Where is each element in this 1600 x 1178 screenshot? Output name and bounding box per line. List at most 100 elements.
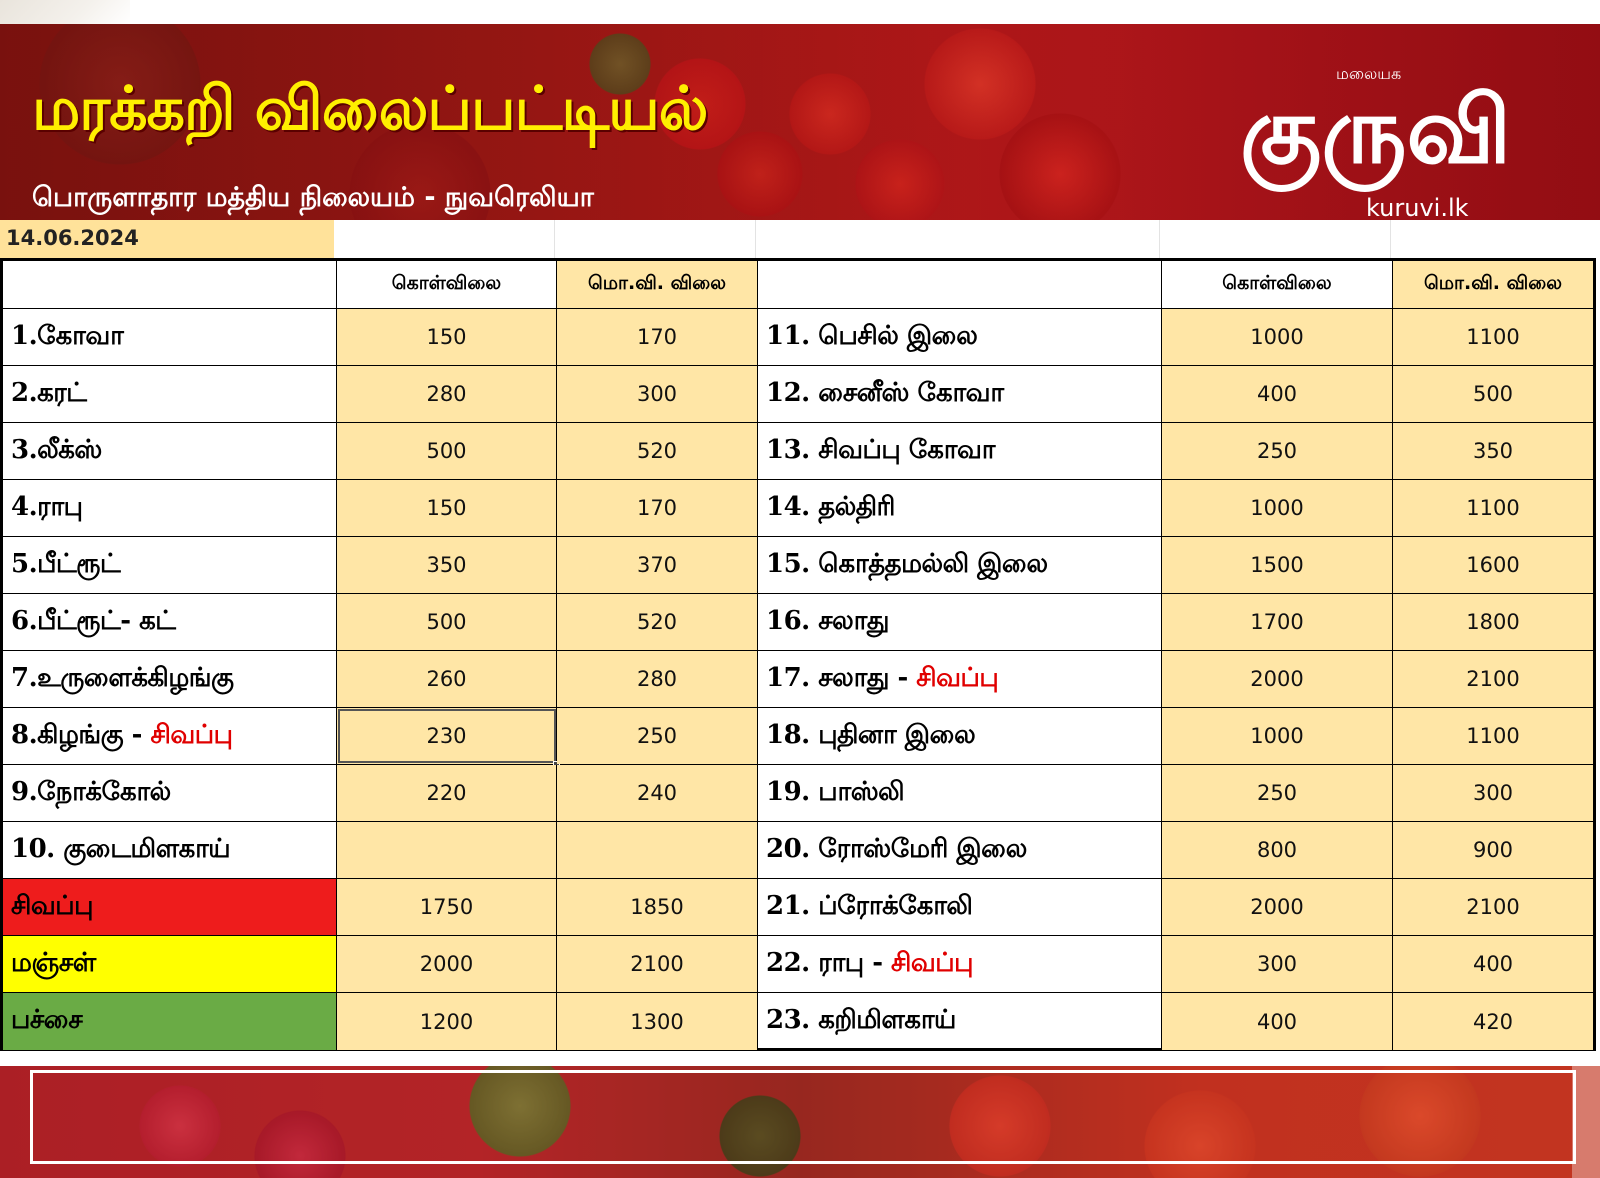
wholesale-price-cell[interactable]: 250 (1162, 423, 1393, 479)
item-name-cell[interactable]: 20. ரோஸ்மேரி இலை (758, 822, 1162, 878)
item-name-cell[interactable]: 19. பாஸ்லி (758, 765, 1162, 821)
item-name-cell[interactable]: 3.லீக்ஸ் (3, 423, 337, 479)
item-name-cell[interactable]: 14. தல்திரி (758, 480, 1162, 536)
item-name-cell[interactable]: பச்சை (3, 993, 337, 1050)
item-name-cell[interactable]: 18. புதினா இலை (758, 708, 1162, 764)
retail-price-cell[interactable]: 370 (557, 537, 758, 593)
retail-price-cell[interactable]: 420 (1393, 993, 1593, 1050)
retail-price-cell[interactable]: 1800 (1393, 594, 1593, 650)
item-name-cell[interactable]: 15. கொத்தமல்லி இலை (758, 537, 1162, 593)
item-name: 11. பெசில் இலை (758, 321, 978, 354)
item-name-cell[interactable]: 4.ராபு (3, 480, 337, 536)
item-name-cell[interactable]: 11. பெசில் இலை (758, 309, 1162, 365)
wholesale-price-cell[interactable]: 500 (337, 423, 557, 479)
header-retail-left[interactable]: மொ.வி. விலை (557, 261, 758, 308)
wholesale-price-cell[interactable]: 1000 (1162, 309, 1393, 365)
item-name-cell[interactable]: 2.கரட் (3, 366, 337, 422)
gridline (554, 220, 555, 258)
wholesale-price-cell[interactable]: 1750 (337, 879, 557, 935)
wholesale-price-cell[interactable]: 400 (1162, 366, 1393, 422)
retail-price-cell[interactable]: 2100 (557, 936, 758, 992)
item-name-text: 20. ரோஸ்மேரி இலை (766, 833, 1027, 864)
retail-price-cell[interactable]: 170 (557, 480, 758, 536)
wholesale-price-cell[interactable]: 400 (1162, 993, 1393, 1050)
retail-price-cell[interactable]: 1100 (1393, 708, 1593, 764)
retail-price-cell[interactable]: 400 (1393, 936, 1593, 992)
retail-price: 300 (1472, 781, 1514, 805)
wholesale-price-cell[interactable]: 260 (337, 651, 557, 707)
item-name-cell[interactable]: 22. ராபு - சிவப்பு (758, 936, 1162, 992)
wholesale-price-cell[interactable]: 2000 (1162, 651, 1393, 707)
retail-price-cell[interactable]: 2100 (1393, 879, 1593, 935)
item-name-text: 15. கொத்தமல்லி இலை (766, 548, 1048, 579)
item-name-cell[interactable]: 23. கறிமிளகாய் (758, 993, 1162, 1050)
retail-price-cell[interactable]: 1100 (1393, 480, 1593, 536)
item-name-cell[interactable]: 9.நோக்கோல் (3, 765, 337, 821)
header-blank-right[interactable] (758, 261, 1162, 308)
retail-price-cell[interactable] (557, 822, 758, 878)
wholesale-price-cell[interactable]: 500 (337, 594, 557, 650)
retail-price-cell[interactable]: 500 (1393, 366, 1593, 422)
wholesale-price: 400 (1256, 1009, 1298, 1034)
gridline (755, 220, 756, 258)
retail-price-cell[interactable]: 240 (557, 765, 758, 821)
item-name: 16. சலாது (758, 606, 889, 639)
item-name-cell[interactable]: 7.உருளைக்கிழங்கு (3, 651, 337, 707)
wholesale-price-cell[interactable]: 1700 (1162, 594, 1393, 650)
wholesale-price-cell[interactable]: 250 (1162, 765, 1393, 821)
item-name-cell[interactable]: 5.பீட்ரூட் (3, 537, 337, 593)
retail-price-cell[interactable]: 520 (557, 423, 758, 479)
item-name: சிவப்பு (3, 891, 93, 924)
wholesale-price-cell[interactable]: 350 (337, 537, 557, 593)
kuruvi-logo: மலையக குருவி kuruvi.lk (1240, 64, 1511, 220)
item-name-cell[interactable]: 8.கிழங்கு - சிவப்பு (3, 708, 337, 764)
retail-price-cell[interactable]: 1300 (557, 993, 758, 1050)
item-name-cell[interactable]: 6.பீட்ரூட்- கட் (3, 594, 337, 650)
retail-price-cell[interactable]: 300 (1393, 765, 1593, 821)
header-retail-right[interactable]: மொ.வி. விலை (1393, 261, 1593, 308)
item-name-cell[interactable]: 17. சலாது - சிவப்பு (758, 651, 1162, 707)
item-name-cell[interactable]: 1.கோவா (3, 309, 337, 365)
header-wholesale-left[interactable]: கொள்விலை (337, 261, 557, 308)
item-name-cell[interactable]: 10. குடைமிளகாய் (3, 822, 337, 878)
item-name-text: மஞ்சள் (11, 947, 96, 978)
retail-price-cell[interactable]: 170 (557, 309, 758, 365)
retail-price-cell[interactable]: 900 (1393, 822, 1593, 878)
wholesale-price-cell[interactable]: 150 (337, 480, 557, 536)
wholesale-price-cell[interactable]: 230 (337, 708, 560, 768)
column-header: மொ.வி. விலை (587, 272, 727, 294)
retail-price-cell[interactable]: 250 (557, 708, 758, 764)
retail-price-cell[interactable]: 520 (557, 594, 758, 650)
wholesale-price-cell[interactable] (337, 822, 557, 878)
wholesale-price-cell[interactable]: 2000 (1162, 879, 1393, 935)
retail-price-cell[interactable]: 2100 (1393, 651, 1593, 707)
item-name-cell[interactable]: மஞ்சள் (3, 936, 337, 992)
wholesale-price-cell[interactable]: 150 (337, 309, 557, 365)
retail-price-cell[interactable]: 350 (1393, 423, 1593, 479)
item-name-cell[interactable]: சிவப்பு (3, 879, 337, 935)
wholesale-price: 500 (426, 439, 467, 463)
wholesale-price-cell[interactable]: 1200 (337, 993, 557, 1050)
retail-price-cell[interactable]: 280 (557, 651, 758, 707)
wholesale-price-cell[interactable]: 1000 (1162, 480, 1393, 536)
item-name-cell[interactable]: 21. ப்ரோக்கோலி (758, 879, 1162, 935)
wholesale-price-cell[interactable]: 280 (337, 366, 557, 422)
wholesale-price-cell[interactable]: 1000 (1162, 708, 1393, 764)
wholesale-price-cell[interactable]: 2000 (337, 936, 557, 992)
item-name-cell[interactable]: 12. சைனீஸ் கோவா (758, 366, 1162, 422)
wholesale-price: 300 (1256, 952, 1298, 976)
header-wholesale-right[interactable]: கொள்விலை (1162, 261, 1393, 308)
date-cell[interactable]: 14.06.2024 (0, 220, 334, 258)
wholesale-price-cell[interactable]: 220 (337, 765, 557, 821)
retail-price-cell[interactable]: 1600 (1393, 537, 1593, 593)
wholesale-price-cell[interactable]: 800 (1162, 822, 1393, 878)
retail-price-cell[interactable]: 1850 (557, 879, 758, 935)
wholesale-price: 150 (426, 496, 467, 520)
item-name-cell[interactable]: 13. சிவப்பு கோவா (758, 423, 1162, 479)
wholesale-price-cell[interactable]: 300 (1162, 936, 1393, 992)
retail-price-cell[interactable]: 300 (557, 366, 758, 422)
header-blank-left[interactable] (3, 261, 337, 308)
item-name-cell[interactable]: 16. சலாது (758, 594, 1162, 650)
retail-price-cell[interactable]: 1100 (1393, 309, 1593, 365)
wholesale-price-cell[interactable]: 1500 (1162, 537, 1393, 593)
